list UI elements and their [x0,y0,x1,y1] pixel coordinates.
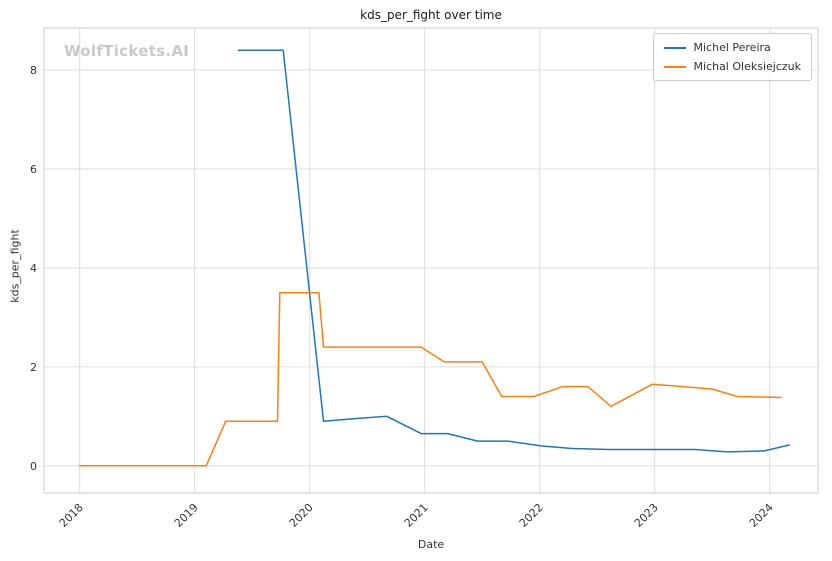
legend-label: Michel Pereira [693,41,771,54]
legend: Michel Pereira Michal Oleksiejczuk [652,33,812,81]
x-tick-label: 2022 [517,501,546,530]
series-line-michal-oleksiejczuk [78,291,782,467]
y-tick-label: 8 [30,64,37,77]
legend-item: Michel Pereira [663,41,802,54]
legend-line-swatch [663,65,686,68]
series-line-michel-pereira [237,49,790,453]
legend-label: Michal Oleksiejczuk [693,60,802,73]
x-tick-label: 2018 [57,501,86,530]
x-tick-label: 2023 [632,501,661,530]
x-tick-label: 2019 [172,501,201,530]
legend-item: Michal Oleksiejczuk [663,60,802,73]
x-axis-label: Date [417,538,445,551]
y-tick-label: 0 [30,460,37,473]
legend-line-swatch [663,46,686,49]
x-tick-label: 2021 [402,501,431,530]
x-tick-label: 2020 [287,501,316,530]
chart-title: kds_per_fight over time [360,8,502,22]
y-axis-label: kds_per_fight [8,229,22,303]
y-tick-label: 2 [30,361,37,374]
plot-border [43,27,819,494]
y-tick-label: 4 [30,262,37,275]
x-tick-label: 2024 [747,501,776,530]
y-tick-label: 6 [30,163,37,176]
watermark: WolfTickets.AI [64,42,190,60]
